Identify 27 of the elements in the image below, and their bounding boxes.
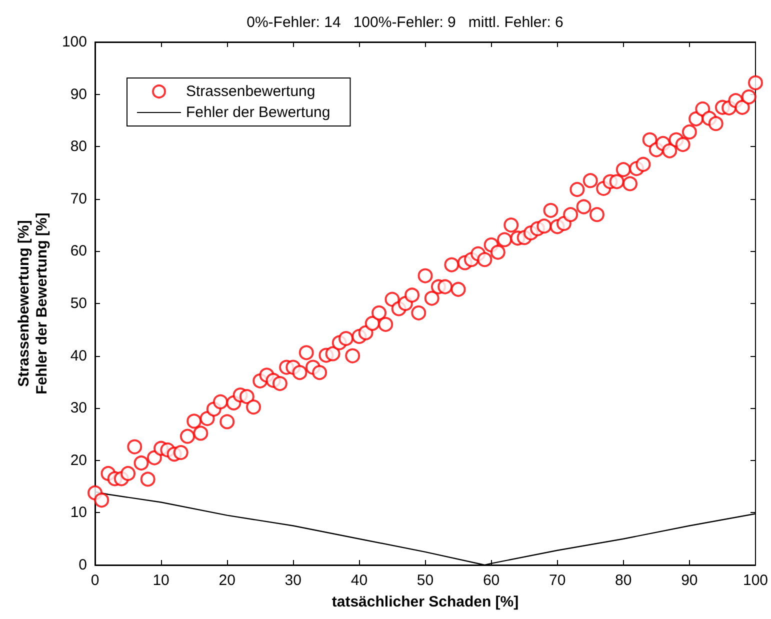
legend-label: Fehler der Bewertung — [186, 104, 330, 121]
y-tick-label: 40 — [70, 347, 87, 364]
y-tick-label: 90 — [70, 86, 87, 103]
x-tick-label: 10 — [152, 572, 170, 589]
y-axis-title: Strassenbewertung [%] Fehler der Bewertung [%] — [16, 212, 51, 394]
x-tick-label: 80 — [615, 572, 632, 589]
x-axis-title: tatsächlicher Schaden [%] — [332, 594, 519, 610]
x-tick-label: 60 — [482, 572, 500, 589]
y-tick-label: 0 — [78, 556, 87, 574]
y-tick-label: 20 — [70, 452, 87, 469]
y-tick-label: 80 — [70, 138, 87, 156]
y-tick-label: 60 — [70, 242, 87, 260]
x-tick-label: 40 — [350, 572, 368, 589]
y-tick-label: 100 — [62, 34, 87, 50]
x-tick-label: 90 — [681, 572, 698, 589]
legend-label: Strassenbewertung — [186, 83, 316, 100]
y-tick-label: 50 — [70, 295, 87, 312]
y-tick-label: 70 — [70, 190, 87, 208]
y-tick-label: 30 — [70, 400, 87, 417]
chart-title: 0%-Fehler: 14 100%-Fehler: 9 mittl. Fehler: 6 — [246, 14, 564, 31]
x-tick-label: 100 — [742, 572, 768, 589]
x-tick-label: 70 — [548, 572, 566, 589]
x-tick-label: 20 — [218, 572, 236, 589]
x-tick-label: 0 — [90, 572, 100, 589]
x-tick-label: 50 — [416, 572, 434, 589]
x-tick-label: 30 — [284, 572, 302, 589]
y-tick-label: 10 — [70, 504, 87, 522]
